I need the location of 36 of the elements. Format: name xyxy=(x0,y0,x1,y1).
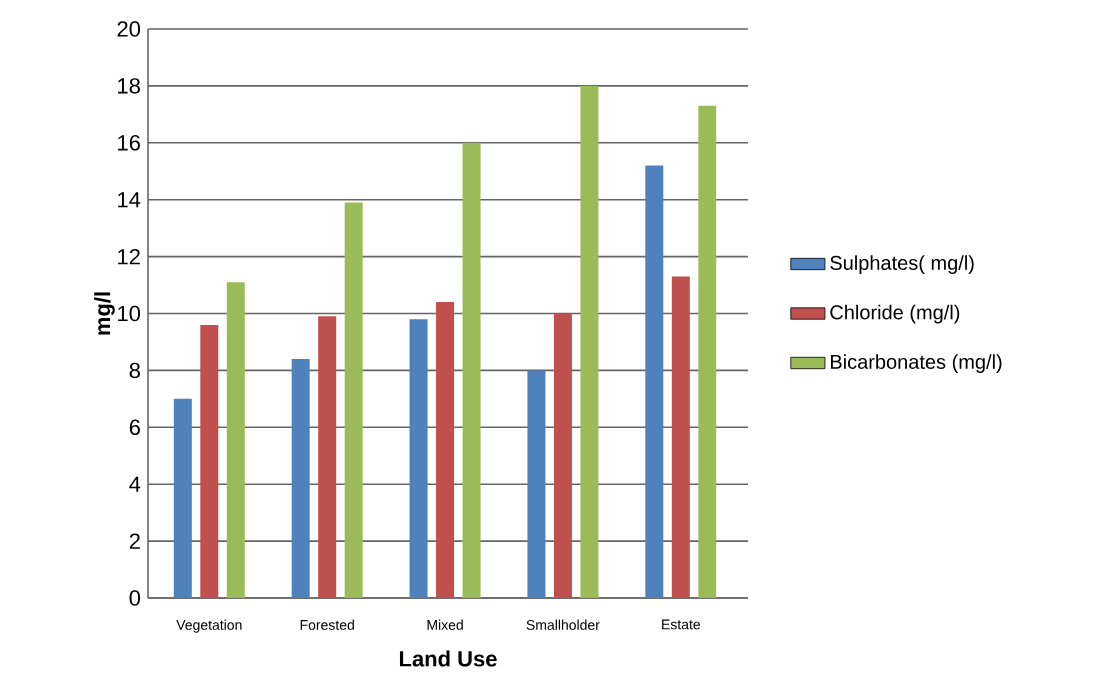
bar xyxy=(291,359,310,598)
x-tick-label: Smallholder xyxy=(526,619,600,630)
x-tick-label: Forested xyxy=(300,619,354,630)
bar xyxy=(645,165,664,598)
y-tick-label: 8 xyxy=(129,362,140,379)
bar xyxy=(226,282,245,598)
y-tick-label: 20 xyxy=(117,21,141,37)
y-tick-label: 2 xyxy=(129,533,140,549)
x-tick-label: Vegetation xyxy=(176,619,242,633)
y-tick-label: 0 xyxy=(129,590,141,606)
bar xyxy=(436,302,455,598)
bar xyxy=(409,319,428,598)
bar xyxy=(671,276,690,598)
legend-label: Sulphates( mg/l) xyxy=(830,255,974,274)
bar xyxy=(698,105,717,598)
y-tick-label: 6 xyxy=(129,419,140,436)
x-axis-title: Land Use xyxy=(399,650,497,667)
bar xyxy=(318,316,337,598)
bar xyxy=(580,85,599,598)
y-tick-label: 18 xyxy=(118,78,140,94)
y-tick-label: 4 xyxy=(129,476,141,492)
bar xyxy=(173,398,192,598)
bar xyxy=(527,370,546,598)
x-tick-label: Estate xyxy=(662,619,701,630)
legend-label: Chloride (mg/l) xyxy=(830,304,960,324)
y-tick-label: 14 xyxy=(118,192,141,208)
bar xyxy=(200,324,219,598)
x-tick-label: Mixed xyxy=(427,619,463,630)
y-tick-label: 12 xyxy=(118,248,140,265)
bar xyxy=(344,202,363,598)
y-axis-title: mg/l xyxy=(94,292,115,335)
legend-label: Bicarbonates (mg/l) xyxy=(830,354,1002,373)
y-tick-label: 16 xyxy=(118,135,140,151)
bar xyxy=(462,142,481,598)
bar xyxy=(553,313,572,598)
y-tick-label: 10 xyxy=(118,305,141,322)
